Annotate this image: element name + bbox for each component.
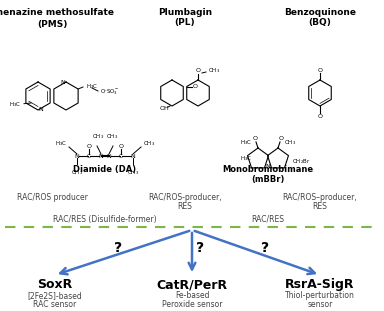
Text: RAC/RES (Disulfide-former): RAC/RES (Disulfide-former) bbox=[53, 215, 157, 224]
Text: Thiol-perturbation: Thiol-perturbation bbox=[285, 291, 355, 300]
Text: N: N bbox=[131, 154, 136, 159]
Text: N: N bbox=[99, 154, 103, 159]
Text: Peroxide sensor: Peroxide sensor bbox=[162, 300, 222, 309]
Text: N: N bbox=[107, 154, 111, 159]
Text: Phenazine methosulfate: Phenazine methosulfate bbox=[0, 8, 114, 17]
Text: Fe-based: Fe-based bbox=[175, 291, 209, 300]
Text: O: O bbox=[119, 143, 124, 148]
Text: CH$_3$: CH$_3$ bbox=[106, 132, 118, 141]
Text: C: C bbox=[87, 154, 91, 159]
Text: [2Fe2S]-based: [2Fe2S]-based bbox=[28, 291, 83, 300]
Text: O: O bbox=[192, 84, 197, 89]
Text: CH$_2$Br: CH$_2$Br bbox=[292, 158, 311, 166]
Text: RAC/ROS–producer,: RAC/ROS–producer, bbox=[283, 193, 358, 202]
Text: Plumbagin: Plumbagin bbox=[158, 8, 212, 17]
Text: O$\cdot$SO$_3^-$: O$\cdot$SO$_3^-$ bbox=[100, 87, 119, 97]
Text: H$_3$C: H$_3$C bbox=[240, 155, 252, 164]
Text: H$_3$C: H$_3$C bbox=[86, 82, 98, 91]
Text: RES: RES bbox=[313, 202, 328, 211]
Text: CH$_3$: CH$_3$ bbox=[208, 67, 220, 76]
Text: (PL): (PL) bbox=[175, 18, 195, 27]
Text: ?: ? bbox=[196, 240, 204, 254]
Text: N: N bbox=[74, 154, 79, 159]
Text: N: N bbox=[39, 107, 43, 112]
Text: N: N bbox=[61, 80, 65, 85]
Text: H$_3$C: H$_3$C bbox=[240, 138, 252, 147]
Text: OH: OH bbox=[160, 105, 170, 110]
Text: ?: ? bbox=[261, 240, 269, 254]
Text: (BQ): (BQ) bbox=[309, 18, 331, 27]
Text: CH$_3$: CH$_3$ bbox=[71, 168, 83, 177]
Text: Benzoquinone: Benzoquinone bbox=[284, 8, 356, 17]
Text: CH$_3$: CH$_3$ bbox=[92, 132, 104, 141]
Text: (mBBr): (mBBr) bbox=[251, 175, 285, 184]
Text: sensor: sensor bbox=[307, 300, 333, 309]
Text: Monobromobimane: Monobromobimane bbox=[222, 165, 314, 174]
Text: RsrA-SigR: RsrA-SigR bbox=[285, 278, 355, 291]
Text: Diamide (DA): Diamide (DA) bbox=[73, 165, 137, 174]
Text: RES: RES bbox=[177, 202, 192, 211]
Text: RAC/ROS producer: RAC/ROS producer bbox=[17, 193, 88, 202]
Text: H$_3$C: H$_3$C bbox=[55, 140, 67, 148]
Text: CH$_3$: CH$_3$ bbox=[127, 168, 139, 177]
Text: O: O bbox=[195, 68, 200, 73]
Text: (PMS): (PMS) bbox=[37, 20, 67, 29]
Text: RAC sensor: RAC sensor bbox=[33, 300, 77, 309]
Text: SoxR: SoxR bbox=[37, 278, 73, 291]
Text: RAC/RES: RAC/RES bbox=[252, 215, 285, 224]
Text: O: O bbox=[278, 136, 283, 141]
Text: RAC/ROS-producer,: RAC/ROS-producer, bbox=[148, 193, 222, 202]
Text: CH$_3$: CH$_3$ bbox=[143, 140, 155, 148]
Text: CH$_3$: CH$_3$ bbox=[284, 138, 296, 147]
Text: N: N bbox=[266, 164, 270, 169]
Text: CatR/PerR: CatR/PerR bbox=[156, 278, 228, 291]
Text: H$_3$C: H$_3$C bbox=[9, 100, 21, 109]
Text: C: C bbox=[119, 154, 123, 159]
Text: O: O bbox=[253, 136, 258, 141]
Text: O: O bbox=[318, 67, 323, 72]
Text: O: O bbox=[318, 114, 323, 118]
Text: O: O bbox=[86, 143, 91, 148]
Text: ?: ? bbox=[114, 240, 122, 254]
